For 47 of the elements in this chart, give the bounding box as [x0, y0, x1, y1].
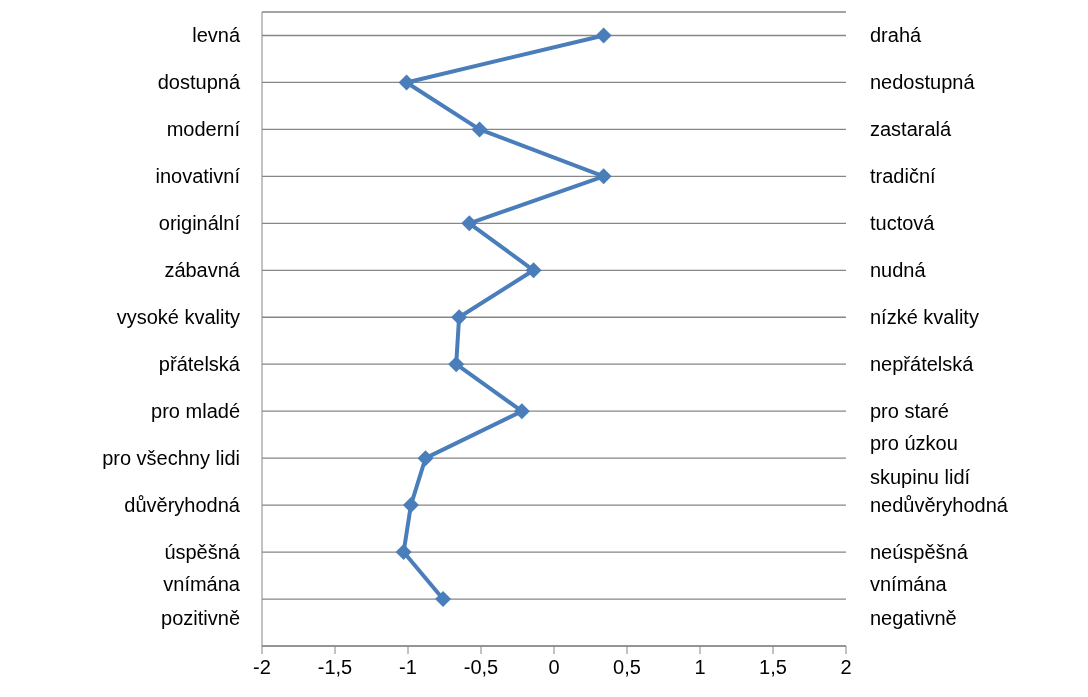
point — [471, 121, 488, 138]
y2-tick-label: zastaralá — [870, 118, 953, 141]
y-tick-label: vysoké kvality — [116, 306, 240, 329]
point — [398, 74, 415, 91]
y-tick-label: důvěryhodná — [124, 494, 241, 517]
y-tick-label: úspěšná — [164, 541, 241, 564]
point — [525, 262, 542, 279]
point — [417, 450, 434, 467]
y2-tick-label: nepřátelská — [870, 353, 975, 376]
y2-tick-label: drahá — [870, 24, 923, 47]
y2-tick-label: nudná — [870, 259, 927, 282]
point — [402, 497, 419, 514]
x-tick-label: 1,5 — [759, 656, 787, 679]
y2-tick-label: nedostupná — [870, 71, 976, 94]
point — [395, 544, 412, 561]
y-tick-label: levná — [192, 24, 241, 47]
x-tick-label: 1 — [694, 656, 706, 679]
x-tick-label: -1 — [399, 656, 417, 679]
point — [513, 403, 530, 420]
y-tick-label: pro mladé — [151, 400, 240, 423]
point — [451, 309, 468, 326]
y2-tick-label: tradiční — [870, 165, 937, 188]
y-tick-label: moderní — [166, 118, 241, 141]
y-tick-label: přátelská — [158, 353, 241, 376]
y2-tick-label: pro staré — [870, 400, 949, 423]
point — [595, 27, 612, 44]
y-tick-label: pro všechny lidi — [102, 447, 240, 470]
y-tick-label: vnímána pozitivně — [161, 573, 241, 630]
x-tick-label: 0,5 — [613, 656, 641, 679]
x-tick-label: 0 — [548, 656, 560, 679]
x-tick-label: -0,5 — [463, 656, 499, 679]
y2-tick-label: vnímána negativně — [870, 573, 957, 630]
point — [461, 215, 478, 232]
point — [448, 356, 465, 373]
x-tick-label: -2 — [253, 656, 271, 679]
y2-tick-label: neúspěšná — [870, 541, 969, 564]
point — [595, 168, 612, 185]
y-tick-label: dostupná — [157, 71, 241, 94]
x-tick-label: 2 — [840, 656, 852, 679]
y2-tick-label: tuctová — [870, 212, 936, 235]
point — [435, 591, 452, 608]
x-tick-label: -1,5 — [317, 656, 353, 679]
y2-tick-label: nedůvěryhodná — [870, 494, 1009, 517]
y-tick-label: originální — [158, 212, 241, 235]
y2-tick-label: nízké kvality — [870, 306, 979, 329]
y-tick-label: inovativní — [155, 165, 241, 188]
y-tick-label: zábavná — [164, 259, 241, 282]
